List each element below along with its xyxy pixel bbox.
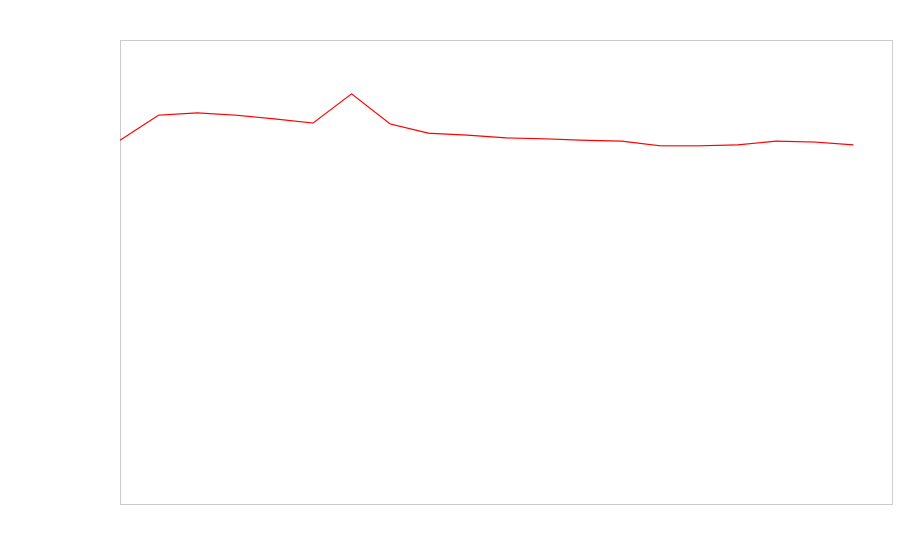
- plot-frame: [120, 40, 893, 505]
- line-series: [119, 93, 854, 147]
